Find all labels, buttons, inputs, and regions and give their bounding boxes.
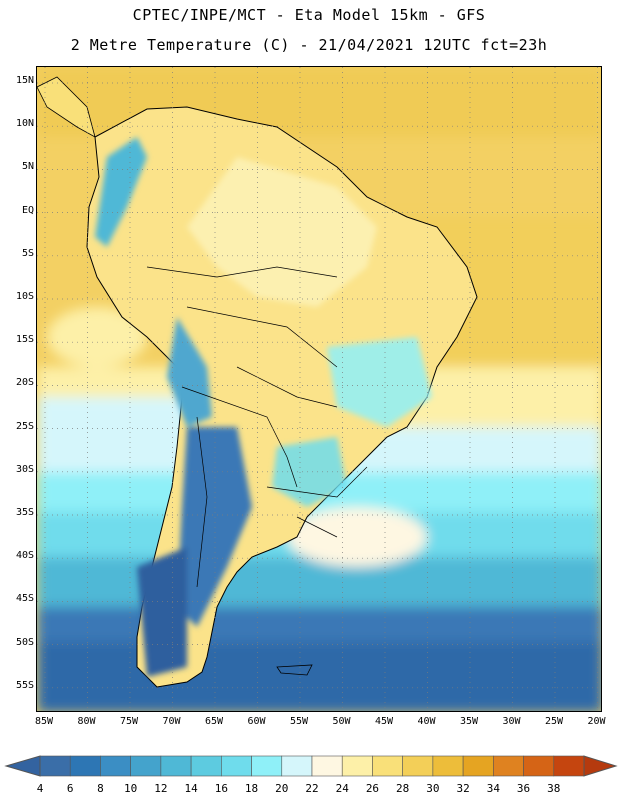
colorbar-label: 36 xyxy=(516,782,531,795)
latitude-label: 55S xyxy=(15,679,34,691)
latitude-label: 40S xyxy=(15,550,34,562)
longitude-label: 65W xyxy=(204,716,224,727)
colorbar xyxy=(4,755,618,777)
longitude-label: 80W xyxy=(77,716,96,727)
map-title: CPTEC/INPE/MCT - Eta Model 15km - GFS xyxy=(132,6,486,24)
colorbar-swatch xyxy=(190,755,222,777)
latitude-label: 15N xyxy=(15,75,34,86)
longitude-label: 40W xyxy=(417,716,436,727)
colorbar-label: 12 xyxy=(154,782,168,795)
longitude-label: 45W xyxy=(374,716,394,727)
colorbar-swatch xyxy=(39,755,71,777)
colorbar-label: 24 xyxy=(335,782,349,795)
colorbar-label: 26 xyxy=(365,782,380,795)
longitude-label: 20W xyxy=(587,716,606,727)
longitude-label: 50W xyxy=(332,716,351,727)
colorbar-swatch xyxy=(130,755,162,777)
latitude-label: 5S xyxy=(21,247,34,259)
colorbar-swatch xyxy=(462,755,494,777)
longitude-label: 85W xyxy=(34,716,54,727)
colorbar-swatch xyxy=(281,755,313,777)
colorbar-swatch xyxy=(372,755,403,777)
latitude-label: 5N xyxy=(21,161,34,173)
colorbar-label: 28 xyxy=(396,782,410,795)
colorbar-swatch xyxy=(100,755,131,777)
colorbar-label: 14 xyxy=(184,782,198,795)
latitude-label: 10S xyxy=(15,291,34,302)
colorbar-swatch xyxy=(493,755,524,777)
latitude-label: 15S xyxy=(15,334,34,346)
map-subtitle: 2 Metre Temperature (C) - 21/04/2021 12U… xyxy=(70,36,548,54)
colorbar-swatch xyxy=(432,755,464,777)
falkland-islands xyxy=(276,664,313,676)
longitude-label: 35W xyxy=(459,716,479,727)
longitude-label: 55W xyxy=(289,716,309,727)
colorbar-label: 22 xyxy=(305,782,319,795)
colorbar-label: 6 xyxy=(66,782,74,795)
colorbar-label: 16 xyxy=(214,782,228,795)
latitude-label: 45S xyxy=(15,593,34,605)
latitude-label: EQ xyxy=(21,204,34,216)
colorbar-label: 8 xyxy=(97,782,104,795)
longitude-label: 25W xyxy=(544,716,564,727)
colorbar-label: 20 xyxy=(275,782,289,795)
latitude-label: 35S xyxy=(15,507,34,518)
latitude-label: 25S xyxy=(15,420,34,432)
colorbar-label: 32 xyxy=(456,782,470,795)
latitude-label: 10N xyxy=(15,118,34,130)
colorbar-swatch xyxy=(251,755,283,777)
colorbar-label: 34 xyxy=(486,782,500,795)
colorbar-swatch xyxy=(221,755,252,777)
longitude-label: 70W xyxy=(162,716,181,727)
temperature-map xyxy=(36,66,602,712)
colorbar-label: 4 xyxy=(36,782,44,795)
country-borders xyxy=(146,266,368,588)
colorbar-label: 38 xyxy=(547,782,561,795)
colorbar-swatch xyxy=(69,755,101,777)
colorbar-min-arrow xyxy=(4,755,41,777)
colorbar-label: 18 xyxy=(244,782,259,795)
latitude-label: 50S xyxy=(15,636,34,648)
colorbar-swatch xyxy=(523,755,555,777)
colorbar-label: 10 xyxy=(124,782,138,795)
latitude-label: 20S xyxy=(15,377,34,389)
colorbar-max-arrow xyxy=(583,755,618,777)
longitude-label: 30W xyxy=(502,716,521,727)
longitude-label: 60W xyxy=(247,716,266,727)
latitude-label: 30S xyxy=(15,463,34,475)
colorbar-swatch xyxy=(553,755,585,777)
colorbar-swatch xyxy=(160,755,192,777)
colorbar-label: 30 xyxy=(426,782,440,795)
longitude-label: 75W xyxy=(119,716,139,727)
central-america-land xyxy=(37,76,96,138)
map-canvas xyxy=(37,67,601,711)
colorbar-swatch xyxy=(311,755,343,777)
colorbar-swatch xyxy=(402,755,434,777)
colorbar-swatch xyxy=(341,755,373,777)
